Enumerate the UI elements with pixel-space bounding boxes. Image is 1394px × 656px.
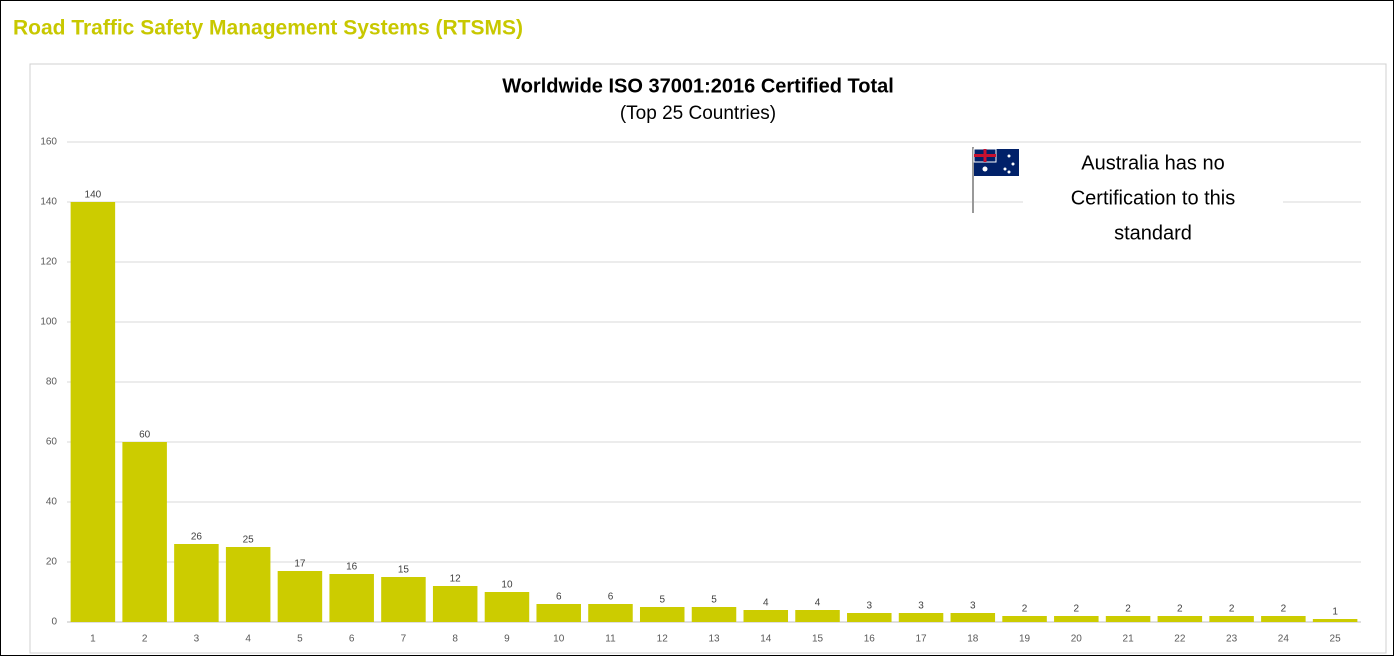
x-tick-label: 4 <box>245 634 251 645</box>
page-title: Road Traffic Safety Management Systems (… <box>13 17 523 40</box>
value-label: 140 <box>85 190 102 201</box>
value-label: 4 <box>763 598 769 609</box>
bar <box>1157 616 1203 622</box>
x-tick-label: 14 <box>760 634 772 645</box>
x-tick-label: 1 <box>90 634 96 645</box>
annotation-line: Australia has no <box>1081 152 1224 174</box>
bar <box>432 586 478 622</box>
value-label: 3 <box>918 601 924 612</box>
bar <box>277 571 323 622</box>
annotation-line: standard <box>1114 222 1192 244</box>
x-tick-label: 5 <box>297 634 303 645</box>
value-label: 5 <box>711 595 717 606</box>
bar <box>950 613 996 622</box>
x-tick-label: 2 <box>142 634 148 645</box>
bar <box>847 613 892 622</box>
bar <box>536 604 581 622</box>
value-label: 2 <box>1229 604 1235 615</box>
x-tick-label: 10 <box>553 634 565 645</box>
y-tick-label: 100 <box>40 317 57 328</box>
value-label: 10 <box>501 580 513 591</box>
y-tick-label: 60 <box>46 437 58 448</box>
x-tick-label: 17 <box>915 634 927 645</box>
value-label: 1 <box>1332 607 1338 618</box>
bar <box>795 610 840 622</box>
bar <box>588 604 633 622</box>
x-tick-label: 7 <box>401 634 407 645</box>
value-label: 2 <box>1022 604 1028 615</box>
x-tick-label: 22 <box>1174 634 1186 645</box>
bar <box>1054 616 1099 622</box>
bar <box>639 607 685 622</box>
value-label: 25 <box>243 535 255 546</box>
bar <box>743 610 789 622</box>
y-tick-label: 0 <box>51 617 57 628</box>
y-tick-label: 160 <box>40 137 57 148</box>
x-tick-label: 25 <box>1330 634 1342 645</box>
value-label: 15 <box>398 565 410 576</box>
bar <box>1261 616 1306 622</box>
x-tick-label: 23 <box>1226 634 1238 645</box>
annotation-line: Certification to this <box>1071 187 1236 209</box>
value-label: 26 <box>191 532 203 543</box>
value-label: 2 <box>1125 604 1131 615</box>
y-tick-label: 140 <box>40 197 57 208</box>
bar <box>122 442 167 622</box>
value-label: 5 <box>659 595 665 606</box>
y-tick-label: 40 <box>46 497 58 508</box>
y-tick-label: 80 <box>46 377 58 388</box>
bar <box>691 607 737 622</box>
flag <box>972 147 1019 213</box>
value-label: 16 <box>346 562 358 573</box>
value-label: 4 <box>815 598 821 609</box>
x-tick-label: 19 <box>1019 634 1031 645</box>
bar <box>1209 616 1254 622</box>
value-label: 6 <box>608 592 614 603</box>
x-tick-label: 3 <box>194 634 200 645</box>
bar <box>70 202 116 622</box>
y-tick-label: 20 <box>46 557 58 568</box>
x-tick-label: 21 <box>1123 634 1135 645</box>
bar <box>484 592 530 622</box>
value-label: 3 <box>970 601 976 612</box>
bar <box>381 577 426 622</box>
bar <box>329 574 374 622</box>
chart-subtitle: (Top 25 Countries) <box>620 103 776 124</box>
x-tick-label: 24 <box>1278 634 1290 645</box>
x-tick-label: 16 <box>864 634 876 645</box>
x-tick-label: 12 <box>657 634 669 645</box>
y-tick-label: 120 <box>40 257 57 268</box>
value-label: 3 <box>866 601 872 612</box>
value-label: 6 <box>556 592 562 603</box>
x-tick-label: 11 <box>605 634 616 645</box>
x-tick-label: 15 <box>812 634 824 645</box>
x-tick-label: 18 <box>967 634 979 645</box>
value-label: 60 <box>139 430 151 441</box>
bar <box>225 547 271 622</box>
bar <box>1105 616 1151 622</box>
annotation-box <box>1023 147 1283 251</box>
x-tick-label: 8 <box>452 634 458 645</box>
value-label: 2 <box>1177 604 1183 615</box>
bar <box>174 544 219 622</box>
x-tick-label: 6 <box>349 634 355 645</box>
x-tick-label: 13 <box>708 634 720 645</box>
bar <box>1002 616 1047 622</box>
x-tick-label: 20 <box>1071 634 1083 645</box>
bar <box>898 613 944 622</box>
annotation: Australia has no Certification to this sta… <box>1071 152 1236 244</box>
value-label: 2 <box>1281 604 1287 615</box>
value-label: 2 <box>1074 604 1080 615</box>
x-tick-label: 9 <box>504 634 510 645</box>
bar <box>1312 619 1358 622</box>
value-label: 12 <box>450 574 462 585</box>
chart-title: Worldwide ISO 37001:2016 Certified Total <box>502 75 894 97</box>
value-label: 17 <box>294 559 306 570</box>
